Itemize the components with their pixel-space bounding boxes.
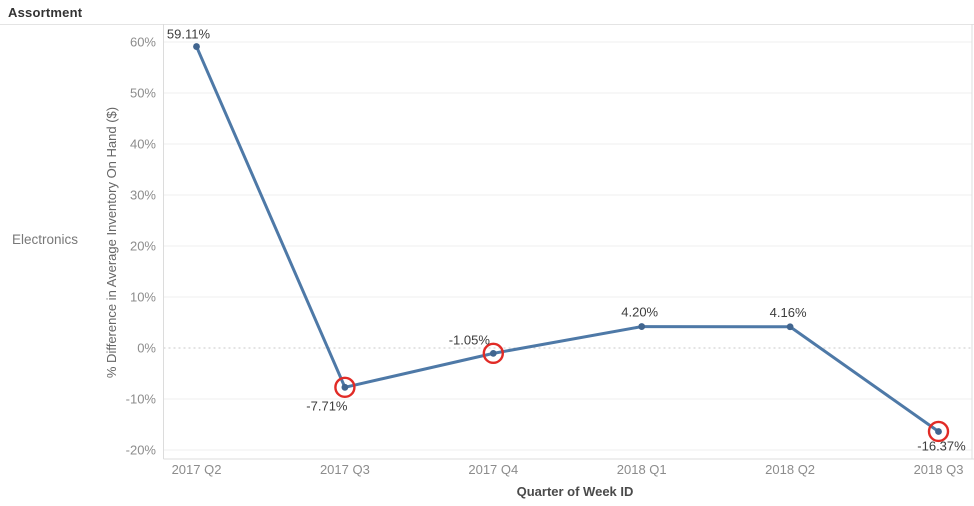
annotation-circle bbox=[927, 420, 950, 443]
y-tick-label: 40% bbox=[130, 137, 156, 152]
row-label-electronics: Electronics bbox=[12, 232, 79, 247]
y-tick-label: -20% bbox=[126, 443, 157, 458]
header-divider bbox=[0, 24, 974, 25]
x-tick-label: 2018 Q2 bbox=[765, 462, 815, 477]
data-point-label: -7.71% bbox=[306, 398, 348, 413]
data-point-mark[interactable] bbox=[341, 383, 349, 391]
data-point-mark[interactable] bbox=[193, 43, 200, 50]
y-tick-label: 20% bbox=[130, 239, 156, 254]
x-tick-label: 2018 Q3 bbox=[914, 462, 964, 477]
series-line-electronics bbox=[195, 45, 940, 433]
y-tick-label: -10% bbox=[126, 392, 157, 407]
y-tick-label: 60% bbox=[130, 35, 156, 50]
y-tick-label: 10% bbox=[130, 290, 156, 305]
y-tick-label: 30% bbox=[130, 188, 156, 203]
data-point-label: 4.16% bbox=[770, 305, 807, 320]
data-point-label: -1.05% bbox=[449, 332, 491, 347]
data-point-label: -16.37% bbox=[917, 438, 966, 453]
sheet-title: Assortment bbox=[8, 5, 83, 20]
x-tick-label: 2017 Q2 bbox=[172, 462, 222, 477]
data-point-mark[interactable] bbox=[489, 349, 497, 357]
data-point-mark[interactable] bbox=[786, 323, 794, 331]
y-tick-label: 50% bbox=[130, 86, 156, 101]
y-tick-label: 0% bbox=[137, 341, 156, 356]
data-point-mark[interactable] bbox=[935, 428, 942, 435]
data-point-label: 59.11% bbox=[167, 27, 211, 42]
data-point-mark[interactable] bbox=[638, 323, 646, 330]
annotation-circle bbox=[334, 376, 356, 399]
x-tick-label: 2017 Q3 bbox=[320, 462, 370, 477]
data-point-label: 4.20% bbox=[621, 305, 658, 320]
x-tick-label: 2018 Q1 bbox=[617, 462, 667, 477]
x-axis-title: Quarter of Week ID bbox=[516, 484, 634, 499]
x-tick-label: 2017 Q4 bbox=[468, 462, 518, 477]
annotation-circle bbox=[482, 342, 504, 365]
